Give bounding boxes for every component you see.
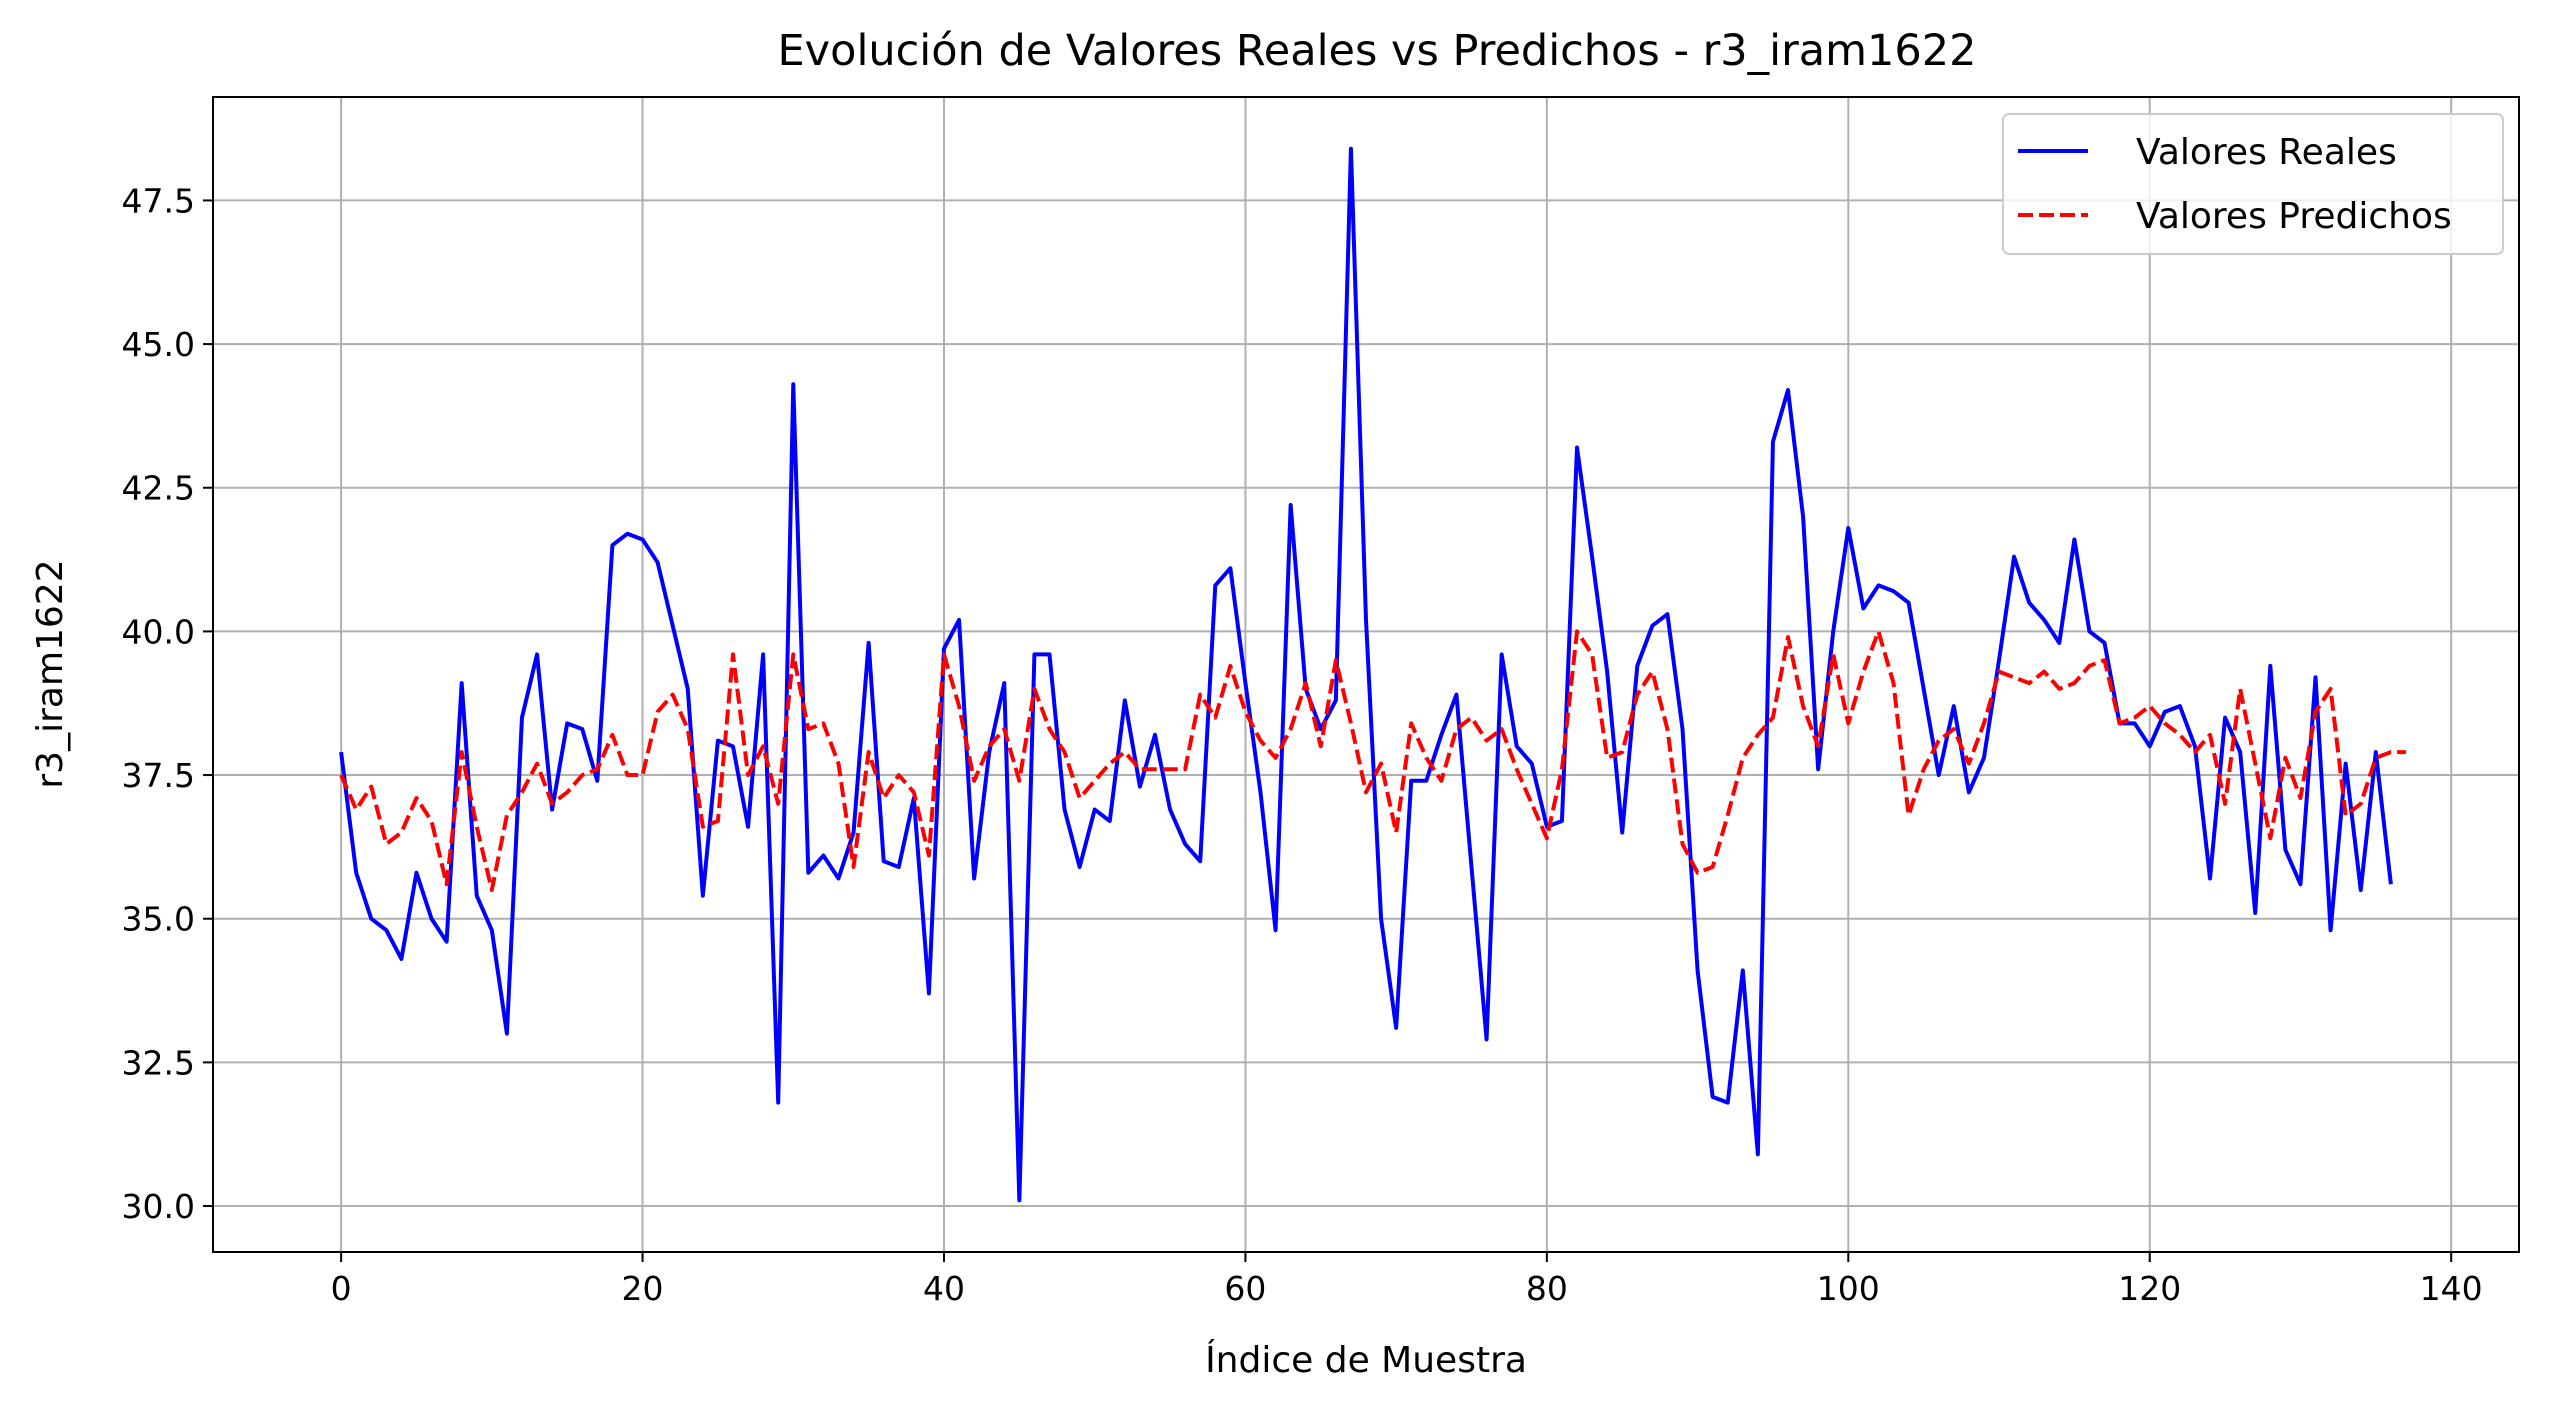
y-tick-label: 30.0 xyxy=(122,1187,195,1226)
x-tick-label: 100 xyxy=(1817,1269,1880,1308)
series-layer xyxy=(339,146,2406,1203)
x-axis-label: Índice de Muestra xyxy=(1205,1339,1527,1381)
series-line-predichos xyxy=(339,629,2406,892)
y-axis-label: r3_iram1622 xyxy=(30,559,71,788)
x-tick-label: 20 xyxy=(622,1269,664,1308)
legend-label-reales: Valores Reales xyxy=(2136,132,2397,173)
x-tick-label: 0 xyxy=(331,1269,352,1308)
legend-label-predichos: Valores Predichos xyxy=(2136,196,2452,237)
y-tick-label: 40.0 xyxy=(122,612,195,651)
x-tick-label: 120 xyxy=(2118,1269,2181,1308)
tick-layer: 0 20 40 60 80 100 120 140 30.0 32.5 35.0 37.5 40.0 42… xyxy=(122,181,2483,1308)
x-tick-label: 40 xyxy=(923,1269,965,1308)
chart-title: Evolución de Valores Reales vs Predichos… xyxy=(778,26,1977,76)
x-tick-label: 140 xyxy=(2420,1269,2483,1308)
y-tick-label: 32.5 xyxy=(122,1043,195,1082)
grid-layer xyxy=(213,97,2519,1252)
plot-area-frame xyxy=(212,96,2520,1253)
legend: Valores Reales Valores Predichos xyxy=(2002,113,2504,255)
y-tick-label: 35.0 xyxy=(122,900,195,939)
x-tick-label: 80 xyxy=(1526,1269,1568,1308)
y-tick-label: 45.0 xyxy=(122,325,195,364)
y-tick-label: 37.5 xyxy=(122,756,195,795)
legend-box xyxy=(2002,113,2504,255)
x-tick-label: 60 xyxy=(1224,1269,1266,1308)
y-tick-label: 47.5 xyxy=(122,181,195,220)
series-line-reales xyxy=(339,146,2393,1203)
y-tick-label: 42.5 xyxy=(122,469,195,508)
